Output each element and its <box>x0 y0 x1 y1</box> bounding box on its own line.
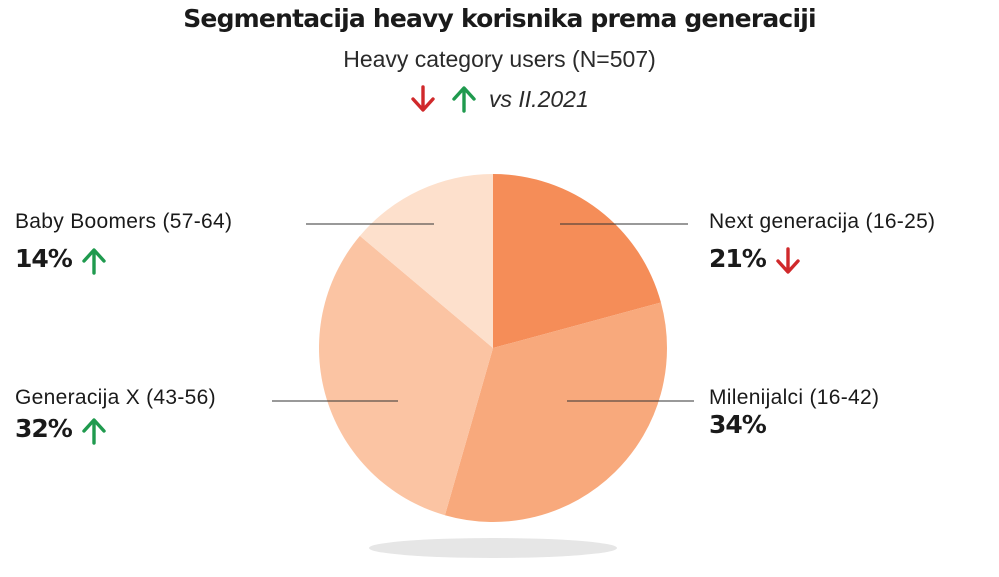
slice-label: Baby Boomers (57-64) <box>15 210 233 233</box>
slice-value: 34% <box>709 410 767 439</box>
pie-slice <box>359 174 493 348</box>
arrow-down-icon <box>775 246 801 281</box>
slice-value: 14% <box>15 244 73 273</box>
arrow-up-icon <box>81 246 107 281</box>
slice-label: Generacija X (43-56) <box>15 386 216 409</box>
pie-shadow <box>369 538 617 558</box>
arrow-up-icon <box>451 84 477 114</box>
arrow-up-icon <box>81 416 107 451</box>
pie-slice <box>493 174 661 348</box>
pie-slice <box>444 302 667 522</box>
chart-subtitle: Heavy category users (N=507) <box>343 46 656 72</box>
arrow-down-icon <box>410 84 436 114</box>
slice-label: Next generacija (16-25) <box>709 210 936 233</box>
slice-value: 32% <box>15 414 73 443</box>
legend-text: vs II.2021 <box>489 85 589 112</box>
chart-title: Segmentacija heavy korisnika prema gener… <box>183 4 816 33</box>
pie-slice <box>319 235 493 516</box>
slice-label: Milenijalci (16-42) <box>709 386 880 409</box>
slice-value: 21% <box>709 244 767 273</box>
trend-legend: vs II.2021 <box>0 84 999 116</box>
